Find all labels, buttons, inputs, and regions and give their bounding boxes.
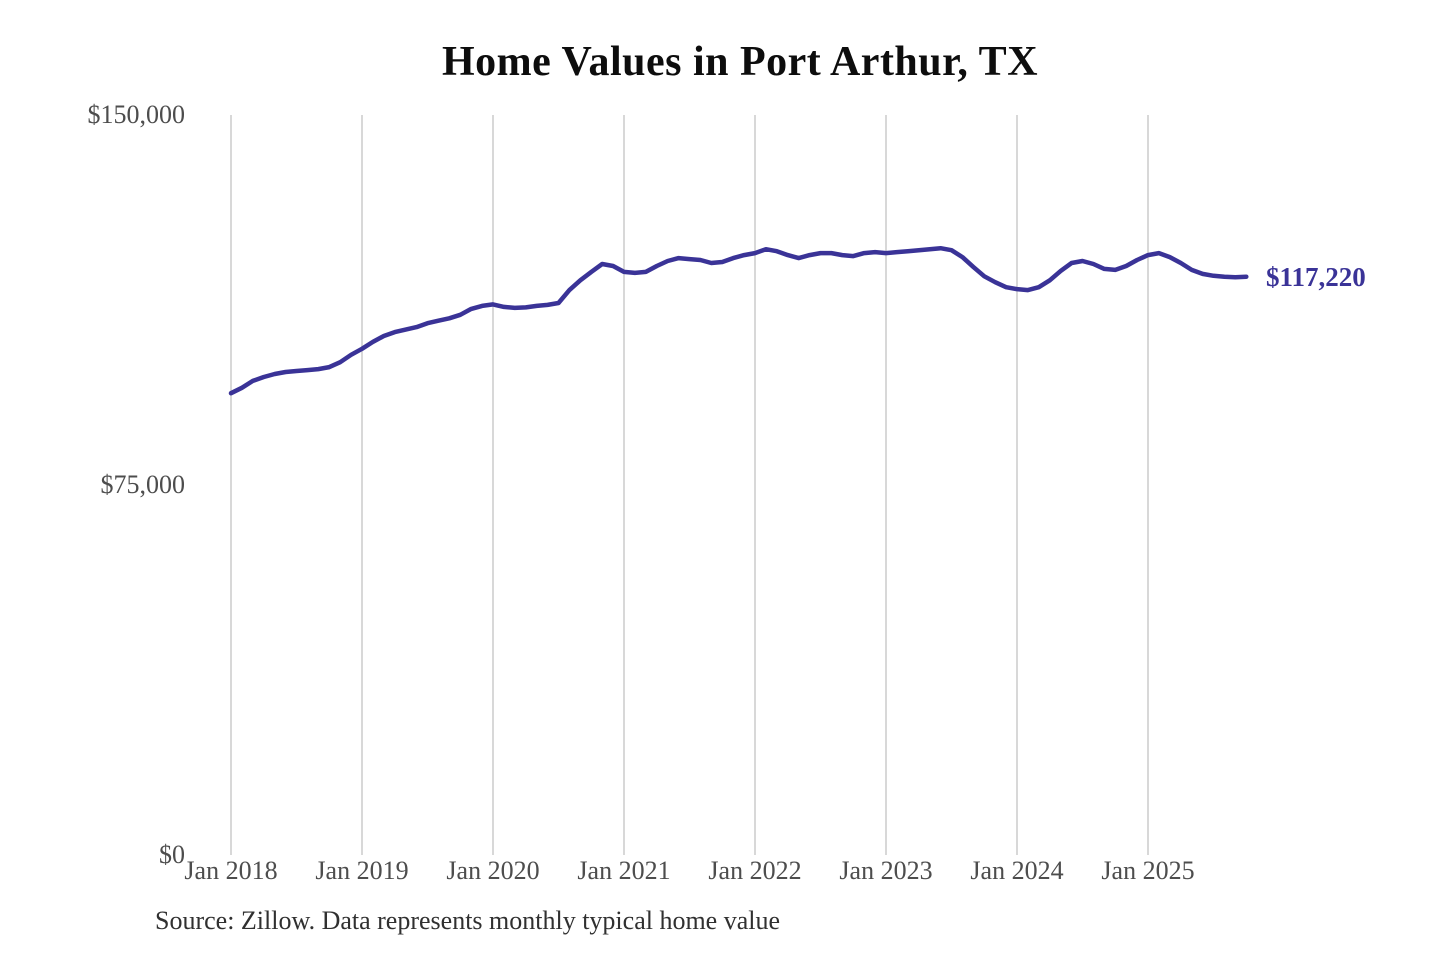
y-tick-label: $150,000 — [87, 100, 186, 129]
y-tick-label: $75,000 — [100, 470, 186, 499]
y-tick-label: $0 — [159, 840, 185, 869]
x-tick-label: Jan 2020 — [446, 856, 540, 885]
x-tick-label: Jan 2019 — [315, 856, 409, 885]
x-tick-label: Jan 2021 — [577, 856, 671, 885]
x-tick-label: Jan 2024 — [970, 856, 1064, 885]
home-value-line — [228, 245, 1249, 396]
current-value-label: $117,220 — [1266, 261, 1366, 292]
x-tick-label: Jan 2018 — [184, 856, 278, 885]
source-note: Source: Zillow. Data represents monthly … — [155, 906, 781, 935]
chart-title: Home Values in Port Arthur, TX — [441, 39, 1039, 85]
gridlines — [230, 115, 1149, 855]
x-tick-label: Jan 2025 — [1101, 856, 1195, 885]
x-tick-label: Jan 2022 — [708, 856, 802, 885]
x-tick-label: Jan 2023 — [839, 856, 933, 885]
